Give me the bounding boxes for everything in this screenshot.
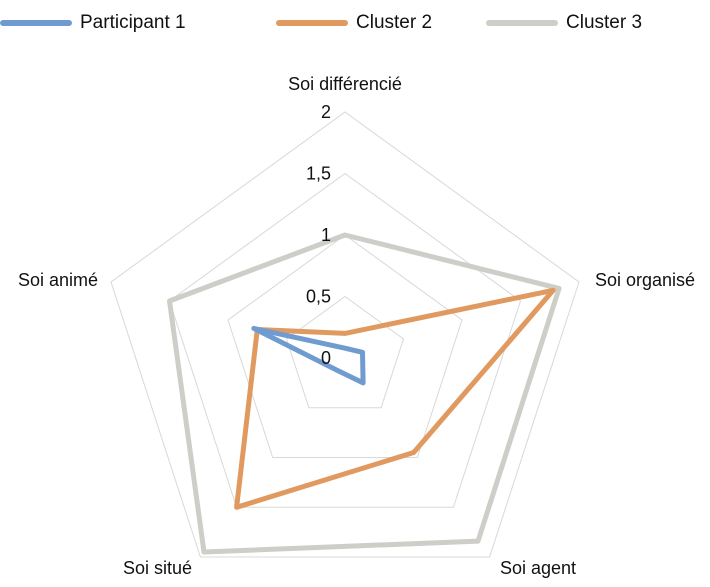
axis-label-soi-situe: Soi situé <box>123 558 192 578</box>
tick-label-3: 1,5 <box>306 164 331 184</box>
legend-label-cluster-2: Cluster 2 <box>356 12 433 33</box>
legend-swatch-cluster-2 <box>276 20 348 26</box>
axis-label-soi-agent: Soi agent <box>500 558 576 578</box>
series-line-cluster-2 <box>234 287 556 510</box>
legend-swatch-participant-1 <box>0 20 72 26</box>
legend-swatch-cluster-3 <box>486 20 558 26</box>
radar-series <box>167 232 562 555</box>
series-line-cluster-3 <box>167 232 562 555</box>
radar-grid <box>110 111 580 558</box>
legend-label-participant-1: Participant 1 <box>80 12 186 33</box>
legend-label-cluster-3: Cluster 3 <box>566 12 643 33</box>
radar-tick-labels: 0 0,5 1 1,5 2 <box>306 102 331 368</box>
legend-item-cluster-2: Cluster 2 <box>276 6 432 40</box>
tick-label-1: 0,5 <box>306 287 331 307</box>
axis-label-soi-differencie: Soi différencié <box>288 74 402 94</box>
grid-ring-3 <box>168 172 522 508</box>
legend-item-participant-1: Participant 1 <box>0 6 186 40</box>
radar-axis-labels: Soi différencié Soi organisé Soi agent Soi … <box>18 74 695 578</box>
axis-label-soi-organise: Soi organisé <box>595 270 695 290</box>
legend: Participant 1 Cluster 2 Cluster 3 <box>0 6 710 40</box>
axis-label-soi-anime: Soi animé <box>18 270 98 290</box>
grid-ring-4 <box>110 111 580 558</box>
grid-ring-2 <box>227 234 463 458</box>
legend-item-cluster-3: Cluster 3 <box>486 6 642 40</box>
tick-label-4: 2 <box>321 102 331 122</box>
tick-label-0: 0 <box>321 348 331 368</box>
tick-label-2: 1 <box>321 225 331 245</box>
series-line-participant-1 <box>251 325 366 386</box>
